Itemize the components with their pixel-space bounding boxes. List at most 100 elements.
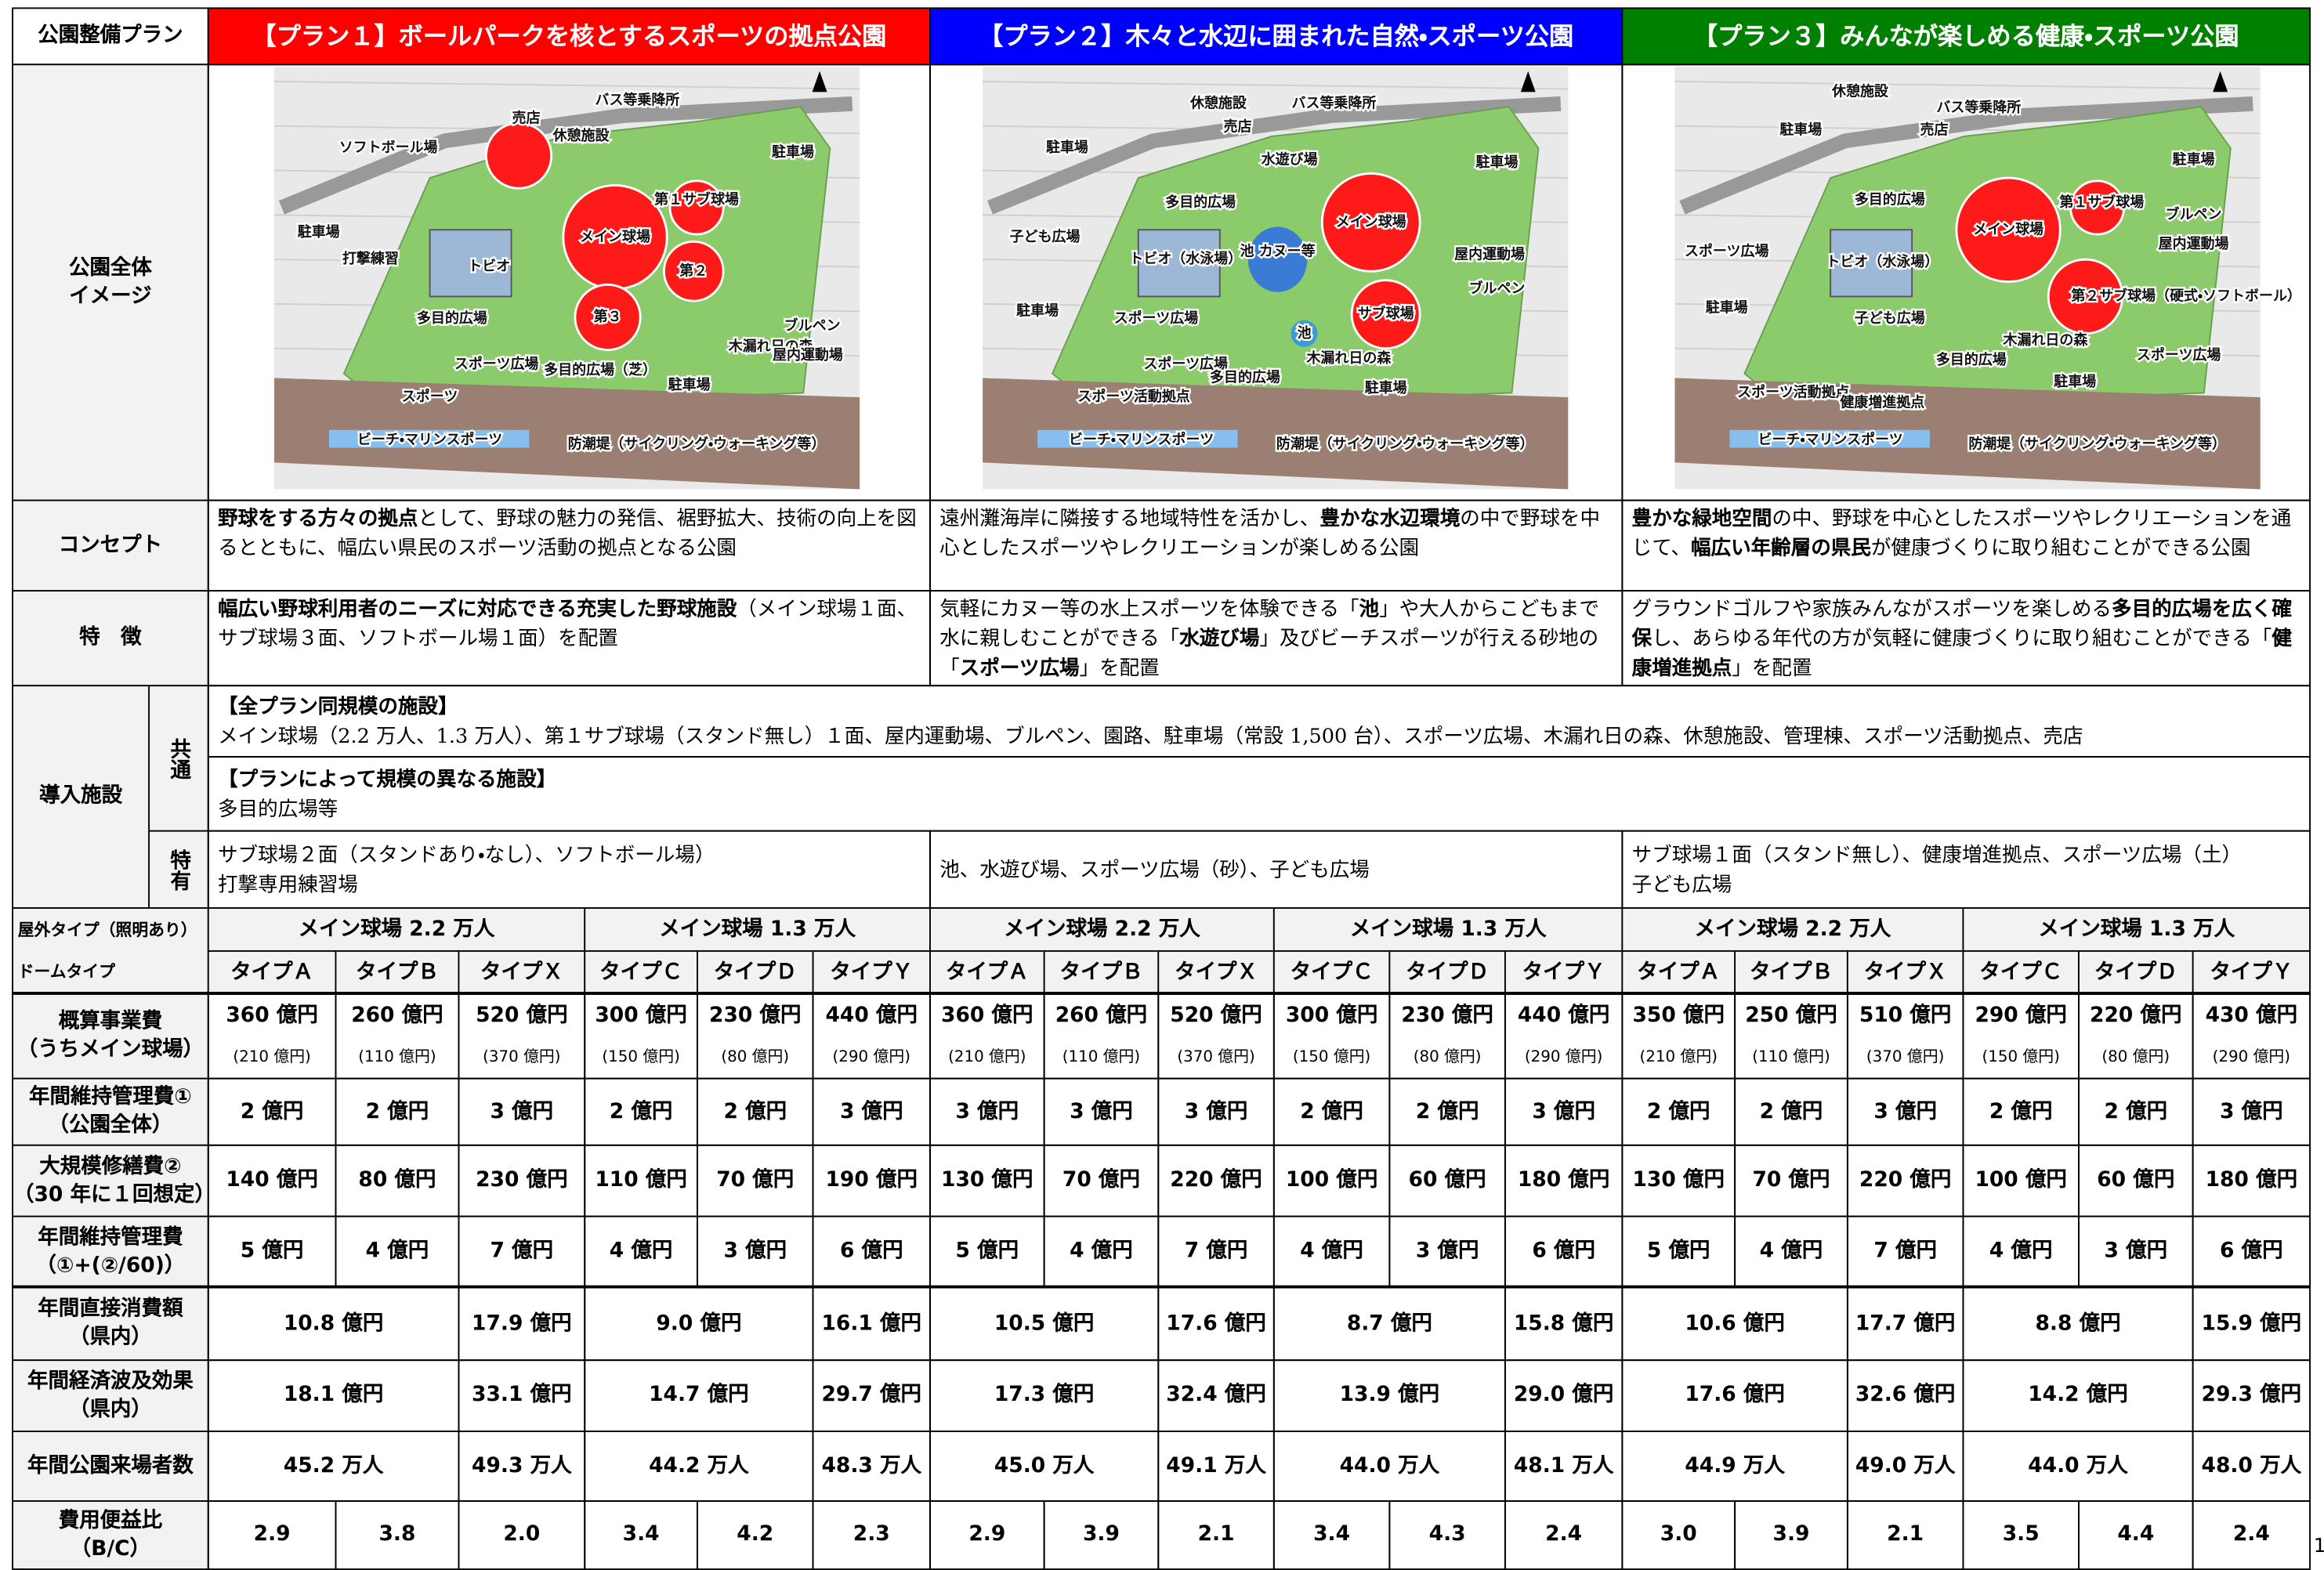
- text-segment: 」を配置: [1079, 657, 1160, 681]
- map-label: 休憩施設: [1831, 82, 1889, 99]
- type-name: タイプＤ: [2078, 950, 2194, 995]
- sub-value: (290 億円): [832, 1047, 910, 1065]
- text-segment: が健康づくりに取り組むことができる公園: [1870, 537, 2251, 561]
- map-label: スポーツ広場: [2137, 346, 2221, 364]
- text-segment: 」及びビーチスポーツが行える砂地の「: [939, 627, 1599, 681]
- sub-value: (210 億円): [233, 1047, 311, 1065]
- type-name: タイプＤ: [1388, 950, 1506, 995]
- map-label: 駐車場: [1476, 154, 1519, 171]
- metric-value: 60 億円: [1388, 1144, 1506, 1217]
- map-label: 防潮堤（サイクリング・ウォーキング等）: [1276, 436, 1534, 453]
- map-label: 子ども広場: [1010, 228, 1081, 245]
- ballpark: [2047, 258, 2124, 335]
- label-line: サブ球場２面（スタンドあり・なし）、ソフトボール場）: [218, 842, 715, 867]
- rule: [12, 1285, 2311, 1289]
- type-name: タイプＹ: [2192, 950, 2311, 995]
- sub-value: (370 億円): [1177, 1047, 1255, 1065]
- map-label: ブルペン: [784, 317, 841, 334]
- type-name: タイプＣ: [1962, 950, 2080, 995]
- map-label: 駐車場: [298, 223, 340, 241]
- map-label: 多目的広場: [1855, 190, 1925, 208]
- label-line: サブ球場１面（スタンド無し）、健康増進拠点、スポーツ広場（土）: [1631, 842, 2243, 867]
- embankment: [983, 378, 1569, 490]
- metric-value: 230 億円 (80 億円): [1388, 993, 1506, 1080]
- map-street: [1674, 81, 2261, 90]
- map-label: ブルペン: [2166, 205, 2222, 222]
- text-segment: 」を配置: [1732, 657, 1812, 681]
- value: 290 億円: [1975, 1003, 2067, 1027]
- map-label: 木漏れ日の森: [2003, 331, 2089, 349]
- type-group: メイン球場 1.3 万人: [584, 907, 931, 952]
- value: 230 億円: [1401, 1003, 1493, 1027]
- map-label: トビオ（水泳場）: [1826, 253, 1938, 270]
- plan-text: 野球をする方々の拠点として、野球の魅力の発信、裾野拡大、技術の向上を図るとともに…: [207, 499, 931, 592]
- map-label: 防潮堤（サイクリング・ウォーキング等）: [568, 436, 826, 453]
- text-segment: 健康増進拠点: [1631, 627, 2292, 681]
- facility-heading: 【プランによって規模の異なる施設】: [218, 767, 557, 791]
- building: [1137, 229, 1221, 298]
- value: 300 億円: [595, 1003, 687, 1027]
- metric-value: 13.9 億円: [1272, 1359, 1506, 1432]
- map-label: 多目的広場: [417, 309, 487, 327]
- row-label: 年間維持管理費① （公園全体）: [12, 1077, 209, 1146]
- map-label: ビーチ・マリンスポーツ: [1758, 431, 1903, 448]
- text-segment: 遠州灘海岸に隣接する地域特性を活かし、: [939, 507, 1320, 531]
- label-line: （公園全体）: [48, 1113, 173, 1138]
- paragraph: グラウンドゴルフや家族みんながスポーツを楽しめる多目的広場を広く確保し、あらゆる…: [1632, 595, 2300, 684]
- value: 360 億円: [941, 1003, 1033, 1027]
- type-group: メイン球場 2.2 万人: [207, 907, 586, 952]
- type-name: タイプＹ: [1504, 950, 1624, 995]
- map-label: メイン球場: [580, 228, 650, 245]
- sub-value: (110 億円): [358, 1047, 436, 1065]
- map-label: 第１サブ球場: [2059, 194, 2144, 211]
- row-label: 大規模修繕費② （30 年に１回想定）: [12, 1144, 209, 1217]
- paragraph: 気軽にカヌー等の水上スポーツを体験できる「池」や大人からこどもまで水に親しむこと…: [939, 595, 1613, 684]
- pond: [1247, 226, 1308, 292]
- map-label: 第３: [594, 308, 622, 325]
- map-label: 多目的広場: [1165, 194, 1236, 211]
- text-segment: として、野球の魅力の発信、裾野拡大、技術の向上を図るとともに、幅広い県民のスポー…: [218, 507, 917, 561]
- type-group: メイン球場 2.2 万人: [929, 907, 1275, 952]
- text-segment: 池: [1359, 597, 1380, 621]
- sub-value: (150 億円): [1982, 1047, 2060, 1065]
- label-line: 概算事業費: [58, 1009, 163, 1033]
- map-label: 駐車場: [1779, 121, 1822, 139]
- value: 440 億円: [1517, 1003, 1610, 1027]
- value: 360 億円: [226, 1003, 318, 1027]
- paragraph: 豊かな緑地空間の中、野球を中心としたスポーツやレクリエーションを通じて、幅広い年…: [1632, 504, 2300, 563]
- metric-value: 2 億円: [1272, 1077, 1391, 1146]
- sub-label: 特有: [148, 830, 209, 909]
- text-segment: 豊かな水辺環境: [1319, 507, 1461, 531]
- embankment: [273, 378, 860, 490]
- text-segment: 」や大人からこどもまで水に親しむことができる「: [939, 597, 1599, 651]
- paragraph: 幅広い野球利用者のニーズに対応できる充実した野球施設（メイン球場１面、サブ球場３…: [218, 595, 921, 654]
- metric-value: 70 億円: [1734, 1144, 1848, 1217]
- sub-value: (110 億円): [1062, 1047, 1141, 1065]
- rule: [12, 991, 2311, 995]
- text-segment: スポーツ広場: [959, 657, 1080, 681]
- text-segment: 気軽にカヌー等の水上スポーツを体験できる「: [939, 597, 1359, 621]
- ballpark: [2069, 179, 2126, 236]
- metric-value: 49.1 万人: [1157, 1431, 1275, 1502]
- metric-value: 4 億円: [1272, 1215, 1391, 1289]
- text-segment: の中で野球を中心としたスポーツやレクリエーションが楽しめる公園: [939, 507, 1600, 561]
- type-name: タイプＡ: [1621, 950, 1736, 995]
- metric-value: 29.0 億円: [1504, 1359, 1624, 1432]
- map-label: スポーツ活動拠点: [1737, 383, 1849, 400]
- type-legend-line: 屋外タイプ（照明あり）: [17, 920, 197, 940]
- text-segment: 豊かな緑地空間: [1631, 507, 1772, 531]
- beach-band: [1729, 429, 1930, 448]
- text-segment: の中、野球を中心としたスポーツやレクリエーションを通じて、: [1631, 507, 2292, 561]
- sub-value: (80 億円): [2101, 1047, 2170, 1065]
- label-line: 年間維持管理費: [38, 1225, 183, 1250]
- type-group: メイン球場 1.3 万人: [1962, 907, 2311, 952]
- map-label: ビーチ・マリンスポーツ: [357, 431, 502, 448]
- map-label: 屋内運動場: [1454, 245, 1525, 262]
- label-line: 打撃専用練習場: [218, 872, 358, 896]
- map-label: 多目的広場: [1210, 369, 1280, 386]
- type-name: タイプＢ: [1734, 950, 1848, 995]
- label-line: 公園全体: [68, 255, 152, 280]
- value: 520 億円: [1170, 1003, 1262, 1027]
- common-facilities: 【全プラン同規模の施設】 メイン球場（2.2 万人、1.3 万人）、第１サブ球場（…: [207, 685, 2311, 758]
- plan-text: 気軽にカヌー等の水上スポーツを体験できる「池」や大人からこどもまで水に親しむこと…: [929, 590, 1624, 687]
